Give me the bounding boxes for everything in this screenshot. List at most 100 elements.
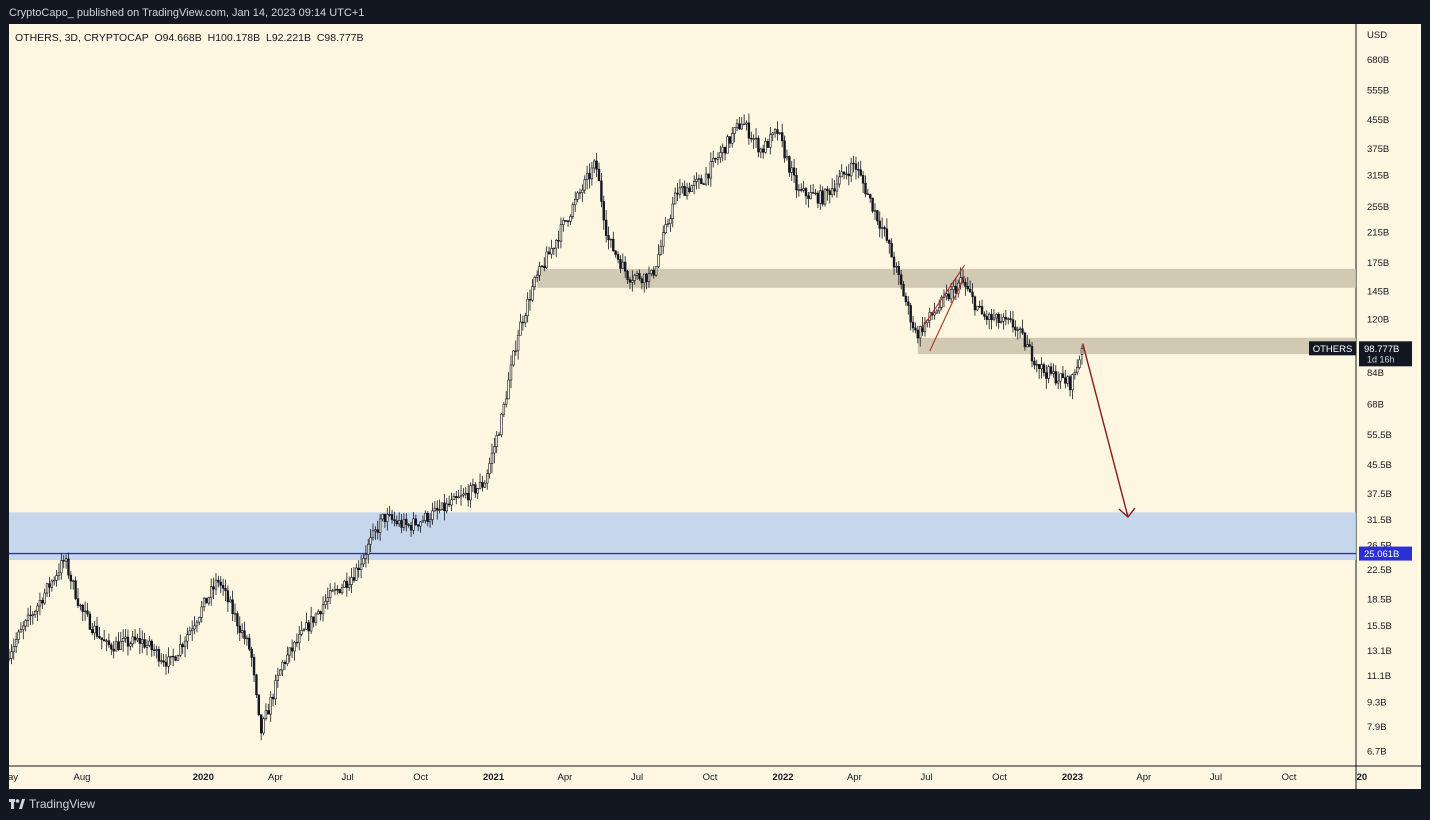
candle-body-414 [992,317,996,321]
candle-body-315 [757,137,760,153]
candle-body-171 [414,518,418,526]
candle-body-205 [495,435,498,447]
time-tick-label: Apr [558,772,573,783]
candle-body-224 [540,265,544,268]
candle-body-307 [738,123,741,130]
time-tick-label: 20 [1357,772,1368,783]
candle-body-274 [659,245,663,255]
candle-body-78 [193,625,196,630]
candle-body-212 [512,350,515,366]
candle-body-111 [271,696,275,700]
candle-body-301 [723,146,727,154]
candle-body-429 [1028,344,1031,347]
candle-body-15 [43,592,46,604]
candle-body-340 [816,192,820,204]
candle-body-83 [205,597,208,604]
candle-body-352 [845,173,848,176]
candle-body-291 [700,178,703,185]
legend-symbol: OTHERS, 3D, CRYPTOCAP [15,32,149,44]
candle-body-293 [704,173,708,185]
candle-body-43 [110,644,113,650]
candle-body-406 [973,296,977,311]
candle-body-91 [224,588,227,591]
candle-body-56 [141,639,144,644]
candle-body-304 [731,133,734,144]
candle-body-58 [145,644,149,648]
price-chart[interactable]: 680B 555B 455B 375B 315B 255B 215B 175B 145B 120B… [0,24,1421,789]
candle-body-417 [999,320,1003,323]
candle-body-253 [609,238,613,241]
candle-body-28 [74,580,77,599]
candle-body-55 [138,637,142,644]
candle-body-438 [1049,366,1053,374]
candle-body-131 [319,611,322,615]
candle-body-216 [521,321,525,324]
candle-body-1 [10,651,13,659]
candle-body-209 [505,398,508,405]
candle-body-118 [288,647,291,656]
candle-body-20 [55,575,58,581]
candle-body-244 [588,173,591,180]
candle-body-302 [726,136,729,154]
candle-body-219 [528,298,532,301]
candle-body-153 [371,530,375,538]
candle-body-428 [1026,344,1029,348]
candle-body-207 [500,413,503,436]
price-tick-label: 45.5B [1367,460,1392,471]
candle-body-105 [257,694,261,716]
candle-body-227 [547,251,551,255]
candle-body-273 [657,254,660,267]
candle-body-410 [983,313,986,317]
tradingview-icon [9,799,25,809]
candle-body-281 [676,192,679,195]
last-price-tag [1359,341,1412,367]
candle-body-206 [497,434,501,436]
candle-body-395 [947,293,950,300]
candle-body-177 [428,519,432,523]
candle-body-13 [38,599,42,607]
candle-body-436 [1045,372,1048,379]
candle-body-264 [635,273,639,276]
candle-body-148 [359,563,363,570]
candle-body-193 [466,492,470,501]
candle-body-0 [7,658,11,660]
candle-body-249 [600,180,603,202]
time-tick-label: 2021 [483,772,505,783]
candle-body-439 [1052,371,1055,374]
candle-body-149 [362,558,365,565]
candle-body-435 [1042,364,1046,373]
footer-bar: TradingView [0,788,1430,820]
candle-body-75 [186,634,189,642]
candle-body-441 [1056,380,1060,384]
candle-body-182 [440,502,444,510]
candle-body-135 [328,590,332,599]
candle-body-35 [91,629,94,634]
candle-body-355 [852,162,855,165]
candle-body-10 [31,614,34,617]
candle-body-202 [488,463,491,475]
candle-body-199 [481,482,484,488]
candle-body-317 [761,148,765,153]
price-tick-label: 145B [1367,286,1389,297]
tradingview-logo[interactable]: TradingView [9,797,95,811]
candle-body-279 [671,203,674,220]
candle-body-98 [240,630,244,633]
candle-body-362 [869,194,872,199]
candle-body-157 [381,513,384,520]
candle-body-266 [640,278,644,284]
candle-body-176 [426,513,429,523]
price-tick-label: 15.5B [1367,621,1392,632]
candle-body-175 [424,513,427,521]
candle-body-113 [276,674,280,681]
candle-body-7 [24,620,27,627]
candle-body-261 [628,279,632,283]
price-tick-label: 31.5B [1367,515,1392,526]
candle-body-134 [326,597,329,602]
chart-frame[interactable]: 680B 555B 455B 375B 315B 255B 215B 175B 145B 120B… [0,24,1421,789]
candle-body-229 [552,247,556,250]
candle-body-445 [1066,376,1069,384]
level-price-tag [1359,546,1412,561]
candle-body-186 [450,499,453,506]
candle-body-277 [666,223,670,225]
candle-body-308 [740,123,743,130]
